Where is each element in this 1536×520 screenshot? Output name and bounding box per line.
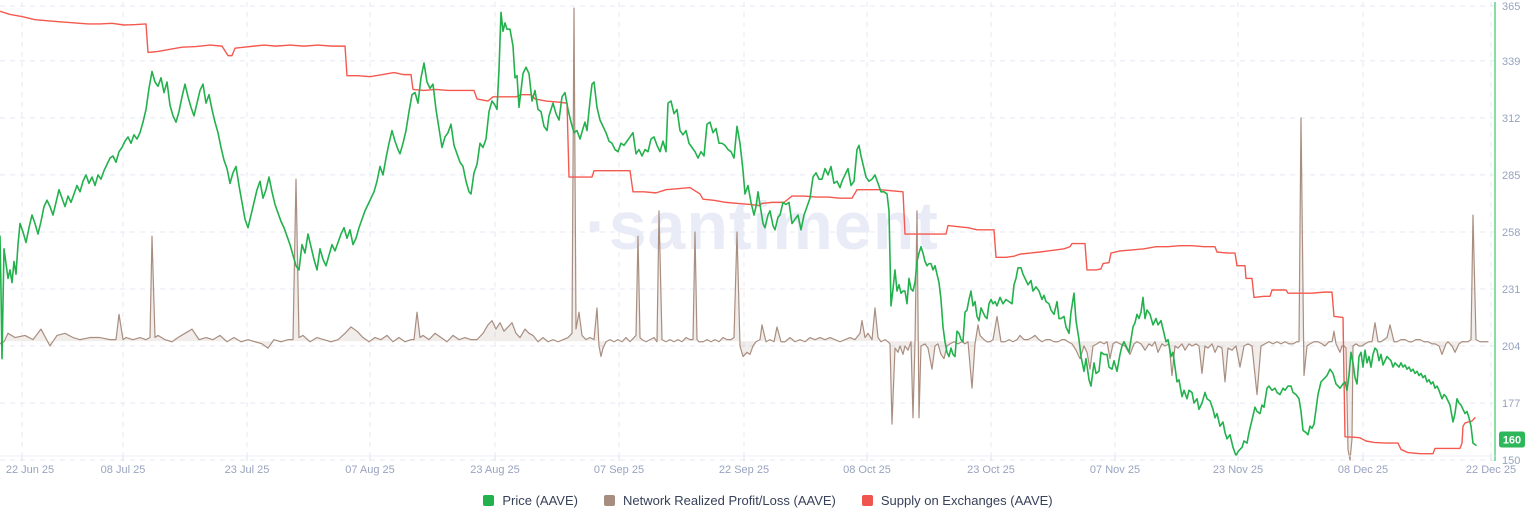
y-tick-label: 285 (1502, 170, 1520, 182)
legend-item-price[interactable]: Price (AAVE) (483, 493, 578, 508)
x-tick-label: 22 Jun 25 (6, 464, 54, 476)
x-axis-labels: 22 Jun 25 08 Jul 25 23 Jul 25 07 Aug 25 23 A… (6, 464, 1516, 476)
legend-item-label: Supply on Exchanges (AAVE) (880, 492, 1053, 508)
y-tick-label: 339 (1502, 56, 1520, 68)
y-tick-label: 177 (1502, 398, 1520, 410)
supply-on-exchanges-aave--line (0, 10, 1476, 455)
realized-profit-loss-legend-swatch-icon (603, 494, 615, 506)
current-price-badge-label: 160 (1503, 435, 1521, 447)
y-tick-label: 365 (1502, 1, 1520, 13)
legend-item-label: Network Realized Profit/Loss (AAVE) (622, 492, 836, 508)
x-tick-label: 23 Jul 25 (225, 464, 270, 476)
x-tick-label: 08 Jul 25 (101, 464, 146, 476)
x-tick-label: 07 Aug 25 (345, 464, 395, 476)
x-tick-label: 22 Sep 25 (719, 464, 769, 476)
y-tick-label: 204 (1502, 341, 1520, 353)
price-chart-svg[interactable]: ·santiment 365 339 312 285 258 231 204 177 150 2… (0, 0, 1536, 486)
network-realized-profit-loss-aave--line (0, 7, 1489, 461)
x-tick-label: 08 Dec 25 (1338, 464, 1388, 476)
x-tick-label: 23 Nov 25 (1213, 464, 1263, 476)
price-aave--line (0, 11, 1477, 457)
y-tick-label: 231 (1502, 284, 1520, 296)
legend-item-realized-profit-loss[interactable]: Network Realized Profit/Loss (AAVE) (603, 492, 836, 508)
price-legend-swatch-icon (483, 494, 495, 506)
y-axis-labels: 365 339 312 285 258 231 204 177 150 (1502, 1, 1520, 467)
x-tick-label: 22 Dec 25 (1466, 464, 1516, 476)
y-tick-label: 150 (1502, 455, 1520, 467)
legend-item-supply-on-exchanges[interactable]: Supply on Exchanges (AAVE) (861, 492, 1053, 508)
y-tick-label: 258 (1502, 227, 1520, 239)
supply-on-exchanges-legend-swatch-icon (861, 494, 873, 506)
y-tick-label: 312 (1502, 113, 1520, 125)
current-price-badge: 160 (1499, 431, 1525, 448)
x-tick-label: 08 Oct 25 (843, 464, 891, 476)
x-tick-label: 23 Aug 25 (470, 464, 520, 476)
x-tick-label: 07 Sep 25 (594, 464, 644, 476)
santiment-watermark: ·santiment (585, 188, 939, 264)
legend: Price (AAVE) Network Realized Profit/Los… (0, 488, 1536, 512)
series-lines (0, 7, 1489, 461)
x-tick-label: 07 Nov 25 (1090, 464, 1140, 476)
x-tick-label: 23 Oct 25 (967, 464, 1015, 476)
legend-item-label: Price (AAVE) (502, 492, 578, 508)
